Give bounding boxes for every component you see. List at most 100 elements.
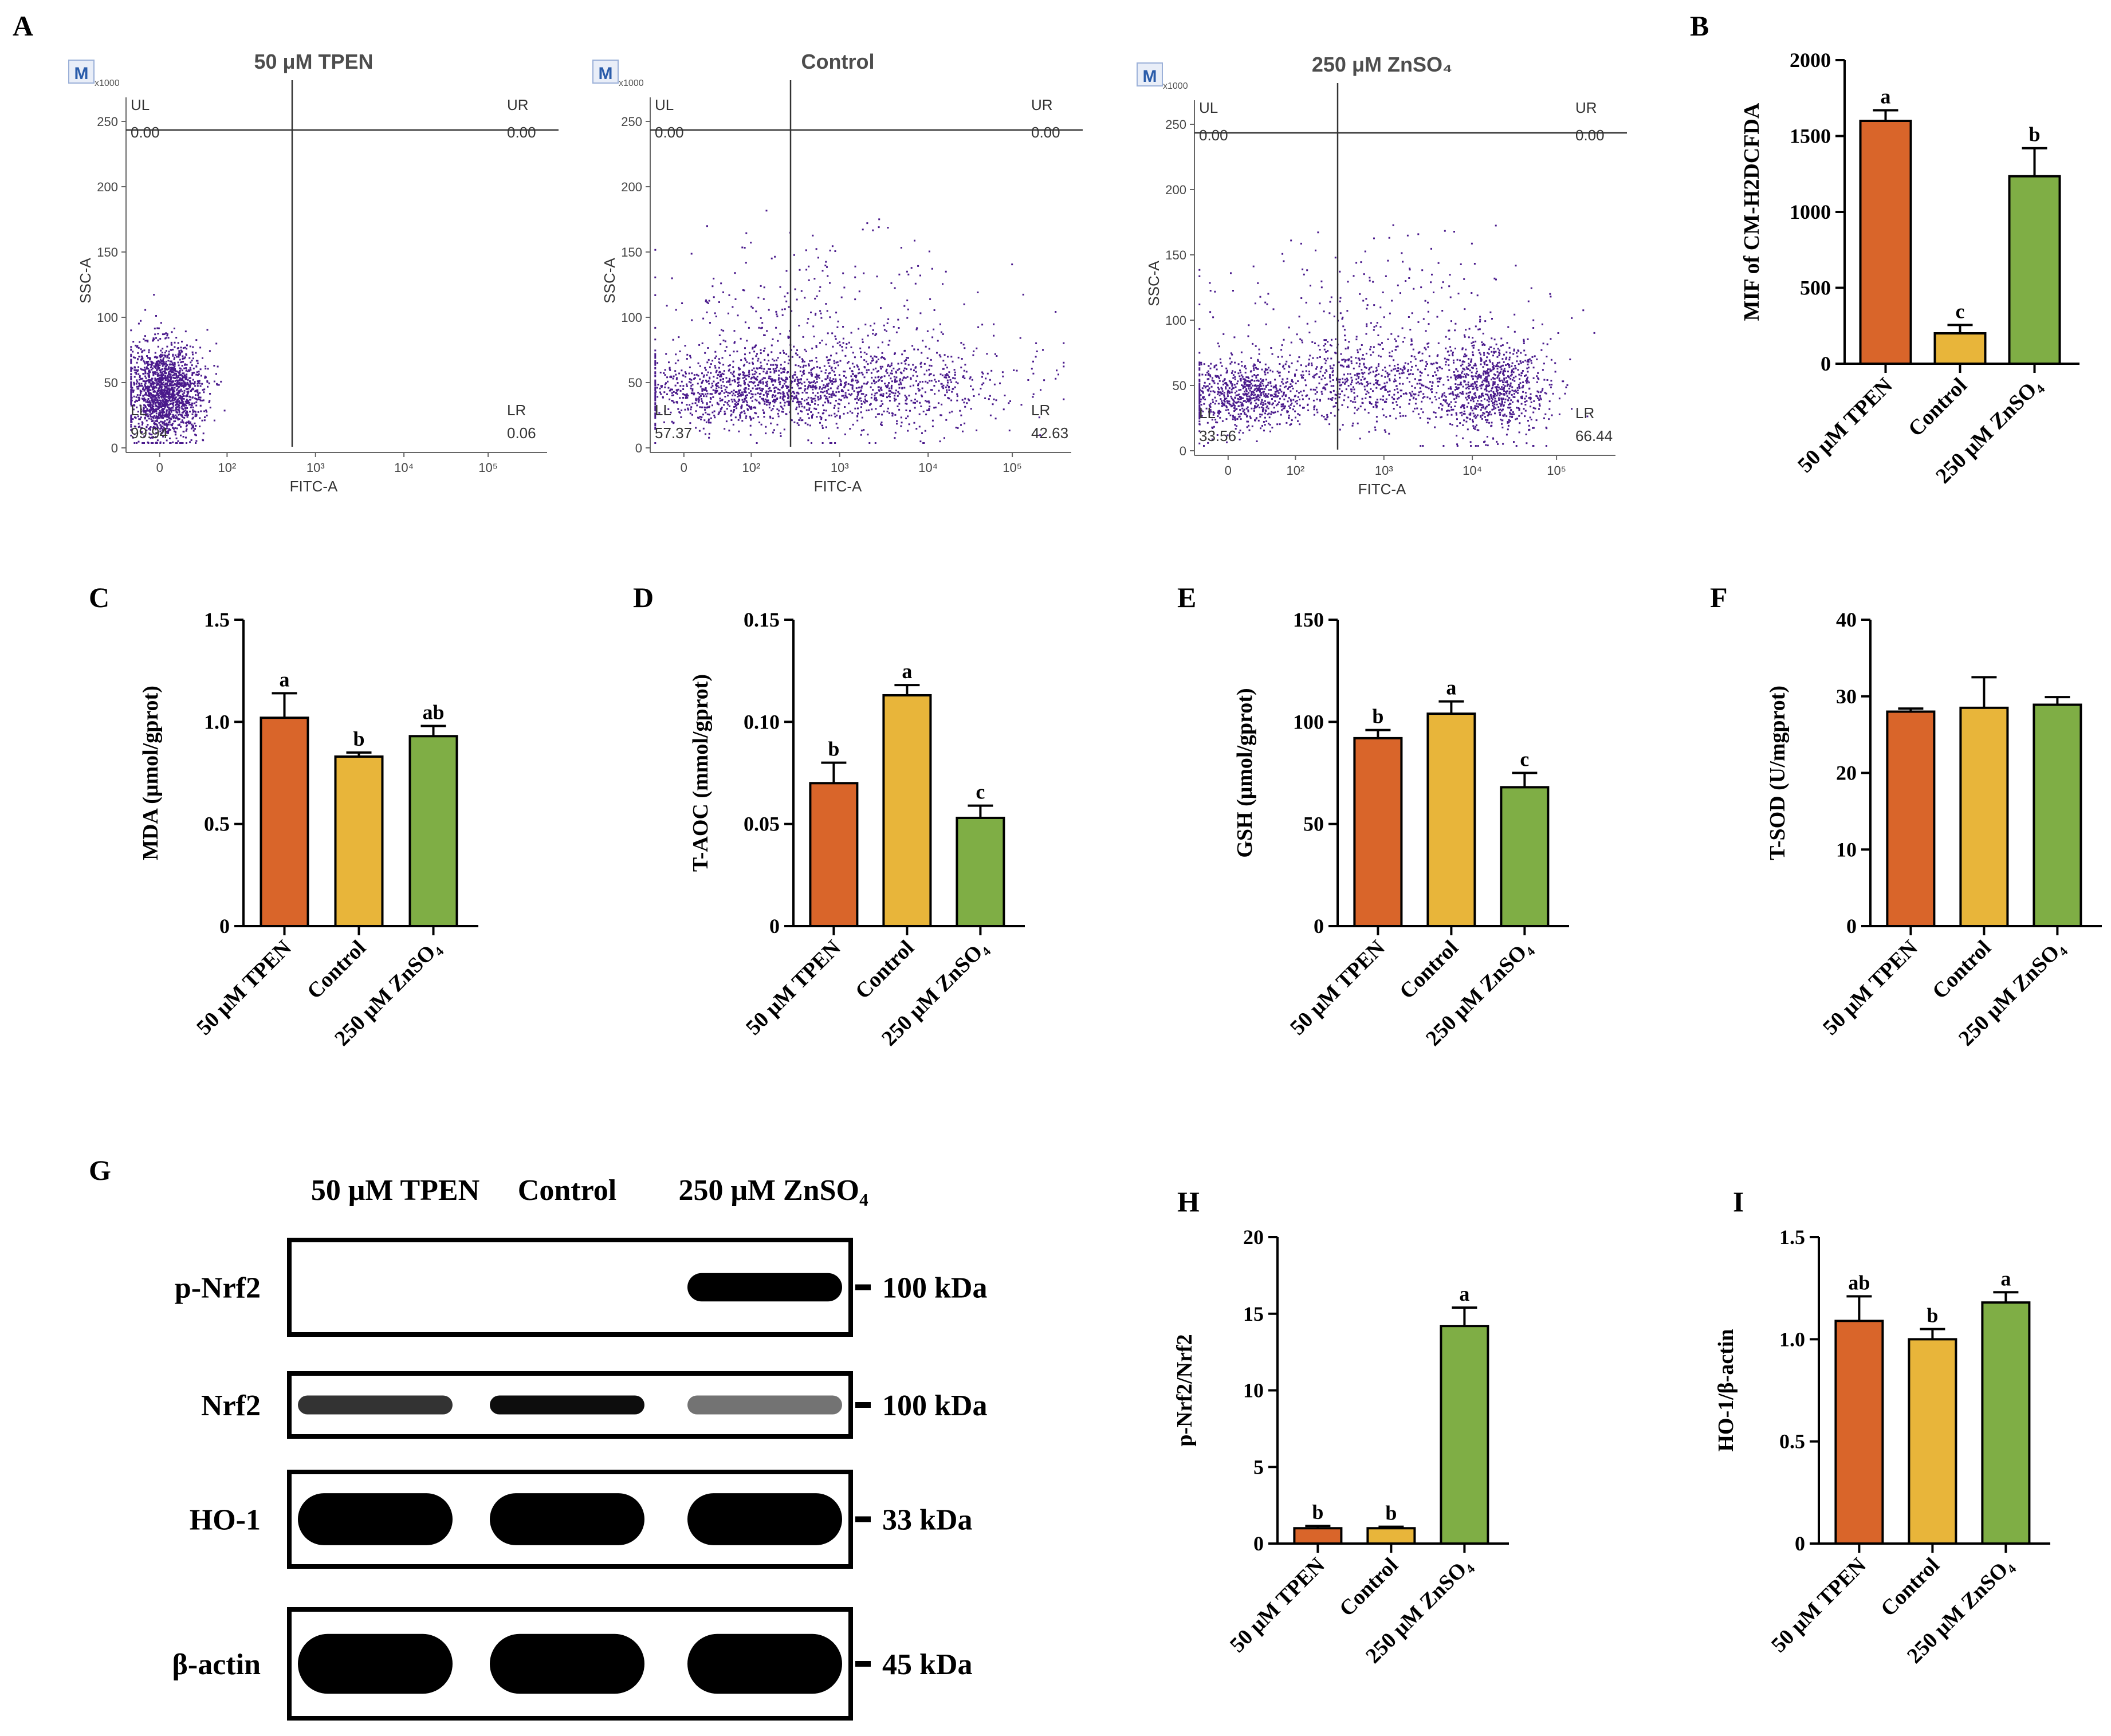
panel-letter-i: I [1733, 1186, 1744, 1218]
blot-band [490, 1633, 644, 1694]
flow-x-tick-label: 10⁴ [1463, 463, 1482, 478]
flow-x-tick-label: 10² [742, 460, 761, 475]
flow-dots [1198, 224, 1595, 447]
flow-quadrant-ur-value: 0.00 [1031, 124, 1060, 141]
y-axis-label: p-Nrf2/Nrf2 [1173, 1334, 1197, 1446]
flow-quadrant-ul-label: UL [1199, 99, 1218, 116]
bar [2033, 703, 2082, 928]
bar [334, 755, 384, 927]
y-tick-label: 1.0 [1779, 1328, 1805, 1351]
flow-y-tick-label: 200 [621, 180, 642, 194]
blot-strip: Nrf2 100 kDa [201, 1371, 987, 1439]
flow-y-multiplier: x1000 [95, 78, 120, 88]
bar [882, 694, 932, 927]
significance-letter: a [1459, 1282, 1469, 1305]
flow-y-tick-label: 100 [621, 310, 642, 325]
bar [1959, 706, 2009, 927]
flow-y-tick-label: 50 [104, 376, 118, 390]
blot-strip: HO-1 33 kDa [190, 1470, 972, 1569]
significance-letter: a [902, 660, 912, 683]
flow-quadrant-ul-value: 0.00 [655, 124, 684, 141]
flow-quadrant-ur-label: UR [1031, 96, 1053, 113]
significance-letter: ab [422, 700, 444, 723]
flow-quadrant-lr-value: 66.44 [1575, 427, 1613, 444]
significance-letter: b [828, 738, 839, 761]
flow-y-tick-label: 100 [97, 310, 118, 325]
bar [1859, 120, 1912, 365]
panel-letter-e: E [1177, 581, 1196, 613]
flow-x-tick-label: 10⁴ [918, 460, 938, 475]
bar [1834, 1320, 1884, 1545]
flow-y-tick-label: 150 [97, 245, 118, 259]
flow-logo: M [74, 64, 89, 83]
flow-y-label: SSC-A [1145, 261, 1162, 306]
y-tick-label: 20 [1243, 1226, 1264, 1249]
y-axis-label: MDA (μmol/gprot) [139, 686, 163, 860]
bar [809, 782, 859, 928]
y-tick-label: 0.15 [744, 608, 780, 631]
blot-band [687, 1273, 842, 1302]
x-tick-label: Control [1876, 1553, 1944, 1621]
flow-x-tick-label: 0 [156, 460, 163, 475]
significance-letter: a [280, 668, 290, 691]
flow-x-tick-label: 10⁵ [478, 460, 498, 475]
flow-logo: M [599, 64, 613, 83]
flow-x-tick-label: 10² [218, 460, 237, 475]
y-tick-label: 150 [1293, 608, 1324, 631]
y-tick-label: 30 [1836, 685, 1857, 708]
significance-letter: b [1927, 1304, 1938, 1327]
y-tick-label: 1500 [1790, 125, 1831, 148]
y-tick-label: 0.05 [744, 813, 780, 836]
flow-y-tick-label: 50 [628, 376, 642, 390]
flow-dot-cloud [130, 294, 226, 444]
y-tick-label: 5 [1253, 1455, 1264, 1478]
flow-quadrant-lr-label: LR [1575, 404, 1594, 422]
flow-dots [130, 294, 226, 444]
y-axis-label: GSH (μmol/gprot) [1233, 688, 1257, 857]
y-tick-label: 10 [1836, 838, 1857, 861]
x-tick-label: Control [851, 936, 919, 1004]
panel-letter-c: C [89, 581, 109, 613]
flow-y-tick-label: 250 [97, 115, 118, 129]
flow-quadrant-lr-label: LR [507, 401, 526, 419]
x-tick-label: Control [1904, 373, 1972, 442]
blot-band [687, 1493, 842, 1545]
flow-quadrant-ll-value: 33.56 [1199, 427, 1236, 444]
flow-dots [654, 210, 1065, 444]
blot-band [490, 1395, 644, 1415]
flow-quadrant-ur-label: UR [1575, 99, 1597, 116]
blot-marker-label: 100 kDa [882, 1389, 987, 1422]
blot-protein-label: Nrf2 [201, 1389, 261, 1422]
flow-x-tick-label: 10⁵ [1547, 463, 1566, 478]
y-tick-label: 40 [1836, 608, 1857, 631]
x-tick-label: Control [1335, 1553, 1403, 1621]
significance-letter: b [353, 727, 364, 750]
y-tick-label: 0.10 [744, 710, 780, 733]
x-tick-label: 50 μM TPEN [1286, 936, 1390, 1040]
flow-dot-cloud [654, 210, 1065, 444]
x-tick-label: 50 μM TPEN [1818, 936, 1923, 1040]
significance-letter: b [1385, 1502, 1397, 1525]
blot-protein-label: HO-1 [190, 1504, 261, 1537]
x-tick-label: 50 μM TPEN [192, 936, 296, 1040]
y-tick-label: 2000 [1790, 49, 1831, 72]
bar-chart-panel-f: F 0 10 20 30 40 T-SOD (U/mgprot) 50 μM TPEN Cont… [1710, 581, 2102, 1050]
flow-x-tick-label: 10⁵ [1003, 460, 1022, 475]
flow-y-tick-label: 0 [635, 441, 642, 455]
panel-letter-a: A [13, 10, 33, 42]
bar [260, 717, 309, 927]
bar [1500, 786, 1550, 928]
y-tick-label: 0 [1253, 1532, 1264, 1555]
significance-letter: b [2029, 123, 2040, 146]
western-blot: 50 μM TPEN Control 250 μM ZnSO₄ p-Nrf2 100 k… [172, 1174, 987, 1721]
bar-chart-panel-d: D 0 0.05 0.10 0.15 T-AOC (mmol/gprot) b 50 μM T… [633, 581, 1025, 1050]
y-tick-label: 1.5 [204, 608, 230, 631]
flow-y-tick-label: 150 [621, 245, 642, 259]
flow-logo-box [68, 60, 95, 84]
bar [1933, 332, 1987, 365]
flow-quadrant-ur-value: 0.00 [507, 124, 536, 141]
flow-y-tick-label: 150 [1165, 248, 1186, 262]
flow-quadrant-ll-label: LL [1199, 404, 1216, 422]
